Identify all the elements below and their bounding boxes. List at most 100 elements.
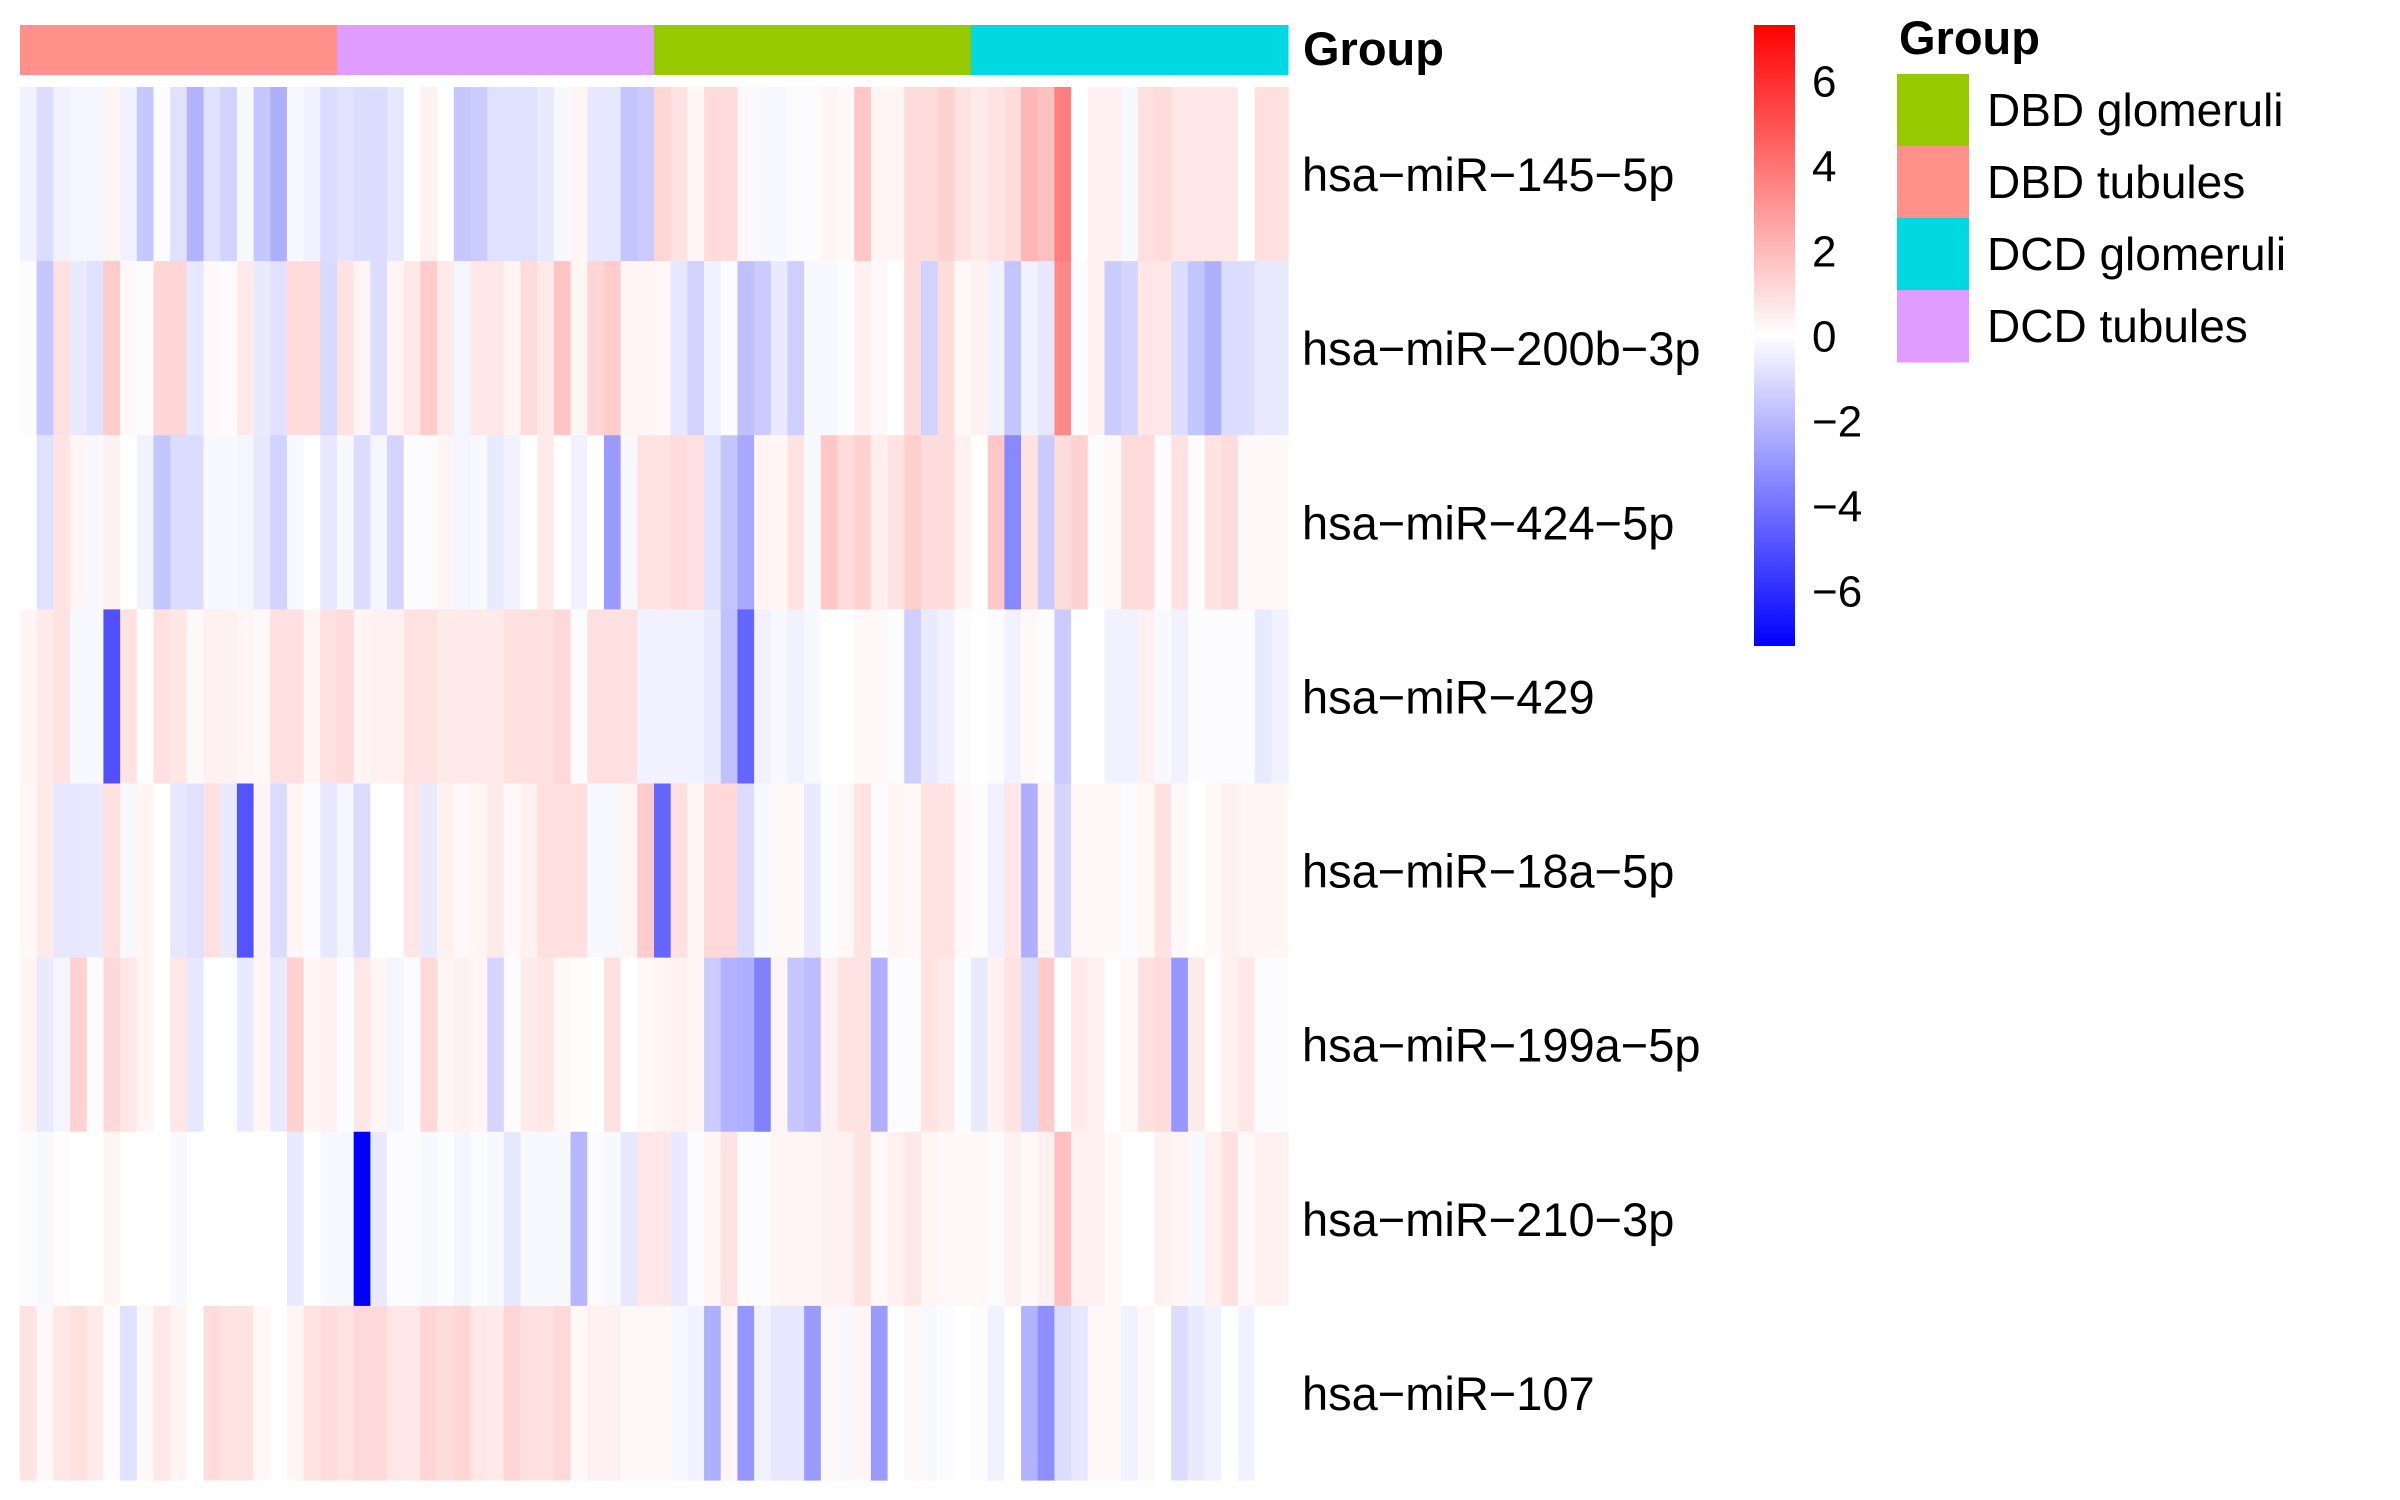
heatmap-cell <box>153 435 171 610</box>
heatmap-cell <box>253 609 271 785</box>
heatmap-cell <box>737 261 755 436</box>
heatmap-cell <box>220 435 238 610</box>
group-annotation-bar <box>20 25 1289 75</box>
colorbar-tick-label: 4 <box>1812 142 1836 191</box>
heatmap-cell <box>1171 1131 1189 1307</box>
heatmap-cell <box>870 957 889 1133</box>
heatmap-cell <box>870 1305 889 1481</box>
heatmap-cell <box>887 957 905 1133</box>
heatmap-cell <box>503 261 522 436</box>
heatmap-cell <box>520 87 538 262</box>
heatmap-cell <box>1187 435 1206 610</box>
heatmap-cell <box>587 261 605 436</box>
heatmap-cell <box>670 435 688 610</box>
heatmap-cell <box>620 87 638 262</box>
heatmap-cell <box>587 1305 605 1481</box>
heatmap-cell <box>70 1131 88 1307</box>
heatmap-cell <box>1004 435 1022 610</box>
heatmap-cell <box>537 1131 555 1307</box>
heatmap-cell <box>820 609 839 785</box>
heatmap-cell <box>1121 783 1139 959</box>
heatmap-cell <box>1054 435 1072 610</box>
heatmap-cell <box>136 957 155 1133</box>
heatmap-cell <box>70 87 88 262</box>
heatmap-cell <box>954 1131 972 1307</box>
heatmap-cell <box>737 435 755 610</box>
heatmap-cell <box>570 1131 588 1307</box>
heatmap-cell <box>53 435 71 610</box>
heatmap-cell <box>103 1131 121 1307</box>
colorbar-tick-label: 6 <box>1812 57 1836 106</box>
heatmap-cell <box>220 1131 238 1307</box>
heatmap-cell <box>537 957 555 1133</box>
heatmap-cell <box>1121 957 1139 1133</box>
heatmap-cell <box>86 1131 105 1307</box>
heatmap-cell <box>770 783 789 959</box>
heatmap-cell <box>420 87 438 262</box>
heatmap-cell <box>1037 1131 1056 1307</box>
row-label: hsa−miR−429 <box>1302 670 1595 723</box>
heatmap-cell <box>837 957 855 1133</box>
heatmap-cell <box>1254 1131 1272 1307</box>
legend-swatch <box>1897 74 1969 147</box>
heatmap-cell <box>1221 1305 1239 1481</box>
heatmap-cell <box>170 1305 188 1481</box>
heatmap-cell <box>1154 261 1172 436</box>
heatmap-cell <box>370 1131 388 1307</box>
heatmap-cell <box>420 435 438 610</box>
heatmap-cell <box>737 783 755 959</box>
heatmap-cell <box>236 1131 255 1307</box>
heatmap-cell <box>70 261 88 436</box>
heatmap-cell <box>1054 609 1072 785</box>
heatmap-cell <box>687 261 705 436</box>
heatmap-cell <box>737 1131 755 1307</box>
heatmap-cell <box>203 1305 221 1481</box>
heatmap-cell <box>687 1305 705 1481</box>
heatmap-cell <box>537 435 555 610</box>
heatmap-cell <box>1021 1305 1039 1481</box>
heatmap-cell <box>620 261 638 436</box>
heatmap-cell <box>253 1131 271 1307</box>
heatmap-cell <box>770 957 789 1133</box>
heatmap-cell <box>737 87 755 262</box>
heatmap-cell <box>70 1305 88 1481</box>
heatmap-cell <box>20 435 38 610</box>
heatmap-cell <box>1087 435 1106 610</box>
heatmap-cell <box>520 957 538 1133</box>
heatmap-cell <box>503 1305 522 1481</box>
heatmap-cell <box>236 261 255 436</box>
heatmap-cell <box>1054 261 1072 436</box>
heatmap-cell <box>1271 435 1289 610</box>
heatmap-cell <box>270 87 288 262</box>
heatmap-cell <box>1154 1131 1172 1307</box>
heatmap-cell <box>1171 957 1189 1133</box>
legend-label: DBD glomeruli <box>1987 84 2284 136</box>
heatmap-cell <box>387 609 405 785</box>
heatmap-cell <box>904 783 922 959</box>
heatmap-cell <box>170 783 188 959</box>
heatmap-cell <box>453 1131 472 1307</box>
heatmap-cell <box>587 957 605 1133</box>
heatmap-cell <box>170 435 188 610</box>
heatmap-cell <box>36 609 54 785</box>
heatmap-cell <box>854 1131 872 1307</box>
heatmap-cell <box>1171 435 1189 610</box>
heatmap-cell <box>720 609 739 785</box>
heatmap-cell <box>286 1305 305 1481</box>
heatmap-cell <box>86 957 105 1133</box>
heatmap-cell <box>920 261 939 436</box>
heatmap-cell <box>654 435 672 610</box>
heatmap-cell <box>1121 87 1139 262</box>
heatmap-cell <box>1087 609 1106 785</box>
heatmap-cell <box>320 87 338 262</box>
heatmap-cell <box>720 1305 739 1481</box>
heatmap-cell <box>887 261 905 436</box>
heatmap-cell <box>1121 435 1139 610</box>
heatmap-cell <box>1221 1131 1239 1307</box>
legend: DBD glomeruli DBD tubules DCD glomeruli DCD… <box>1897 74 2286 363</box>
heatmap-cell <box>520 1305 538 1481</box>
heatmap-cell <box>203 957 221 1133</box>
heatmap-cell <box>320 609 338 785</box>
heatmap-cell <box>403 957 422 1133</box>
heatmap-cell <box>1021 783 1039 959</box>
